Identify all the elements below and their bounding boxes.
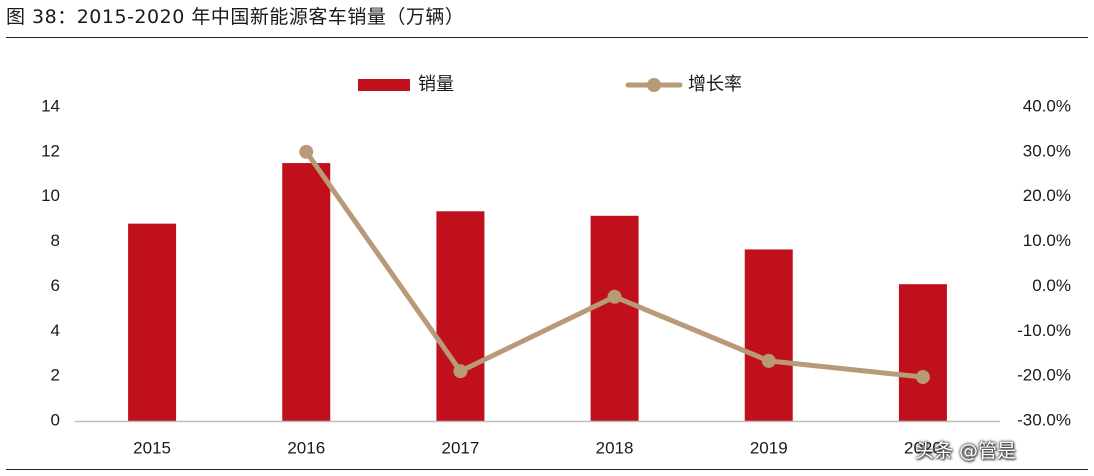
legend-line-label: 增长率 bbox=[688, 74, 742, 94]
right-axis-tick-label: 20.0% bbox=[1023, 186, 1071, 205]
x-axis-tick-label: 2016 bbox=[287, 438, 325, 457]
left-axis-tick-label: 4 bbox=[51, 321, 60, 340]
watermark: 头条 @管是 bbox=[915, 440, 1017, 462]
bar-2018 bbox=[590, 215, 639, 421]
left-axis-tick-label: 0 bbox=[51, 410, 60, 429]
growth-rate-point-2016 bbox=[299, 144, 314, 159]
growth-rate-point-2017 bbox=[453, 364, 468, 379]
right-axis-tick-label: 30.0% bbox=[1023, 141, 1071, 160]
bar-2015 bbox=[128, 223, 177, 421]
x-axis-tick-label: 2015 bbox=[133, 438, 171, 457]
x-axis-tick-label: 2020 bbox=[904, 438, 942, 457]
right-axis-tick-label: 40.0% bbox=[1023, 96, 1071, 115]
right-axis-tick-label: -10.0% bbox=[1017, 321, 1071, 340]
right-axis-tick-label: 10.0% bbox=[1023, 231, 1071, 250]
legend-bar-label: 销量 bbox=[418, 74, 454, 94]
legend-bar-swatch bbox=[358, 79, 410, 91]
growth-rate-point-2018 bbox=[607, 289, 622, 304]
left-axis-tick-label: 12 bbox=[41, 141, 60, 160]
growth-rate-point-2020 bbox=[915, 370, 930, 385]
right-axis-tick-label: -20.0% bbox=[1017, 366, 1071, 385]
left-axis-tick-label: 6 bbox=[51, 276, 60, 295]
right-axis-tick-label: 0.0% bbox=[1032, 276, 1071, 295]
figure-title: 图 38：2015-2020 年中国新能源客车销量（万辆） bbox=[6, 6, 465, 28]
left-axis-tick-label: 2 bbox=[51, 366, 60, 385]
top-rule bbox=[6, 37, 1088, 38]
left-axis-tick-label: 8 bbox=[51, 231, 60, 250]
left-axis-tick-label: 14 bbox=[41, 96, 60, 115]
x-axis-tick-label: 2018 bbox=[596, 438, 634, 457]
bottom-rule bbox=[6, 469, 1088, 470]
legend-line-marker bbox=[647, 78, 661, 92]
bar-2020 bbox=[898, 284, 947, 421]
bar-2019 bbox=[744, 249, 793, 421]
x-axis-tick-label: 2019 bbox=[750, 438, 788, 457]
right-axis-tick-label: -30.0% bbox=[1017, 410, 1071, 429]
x-axis-tick-label: 2017 bbox=[442, 438, 480, 457]
left-axis-tick-label: 10 bbox=[41, 186, 60, 205]
bar-2017 bbox=[436, 211, 485, 421]
growth-rate-point-2019 bbox=[761, 353, 776, 368]
bar-2016 bbox=[282, 163, 331, 422]
